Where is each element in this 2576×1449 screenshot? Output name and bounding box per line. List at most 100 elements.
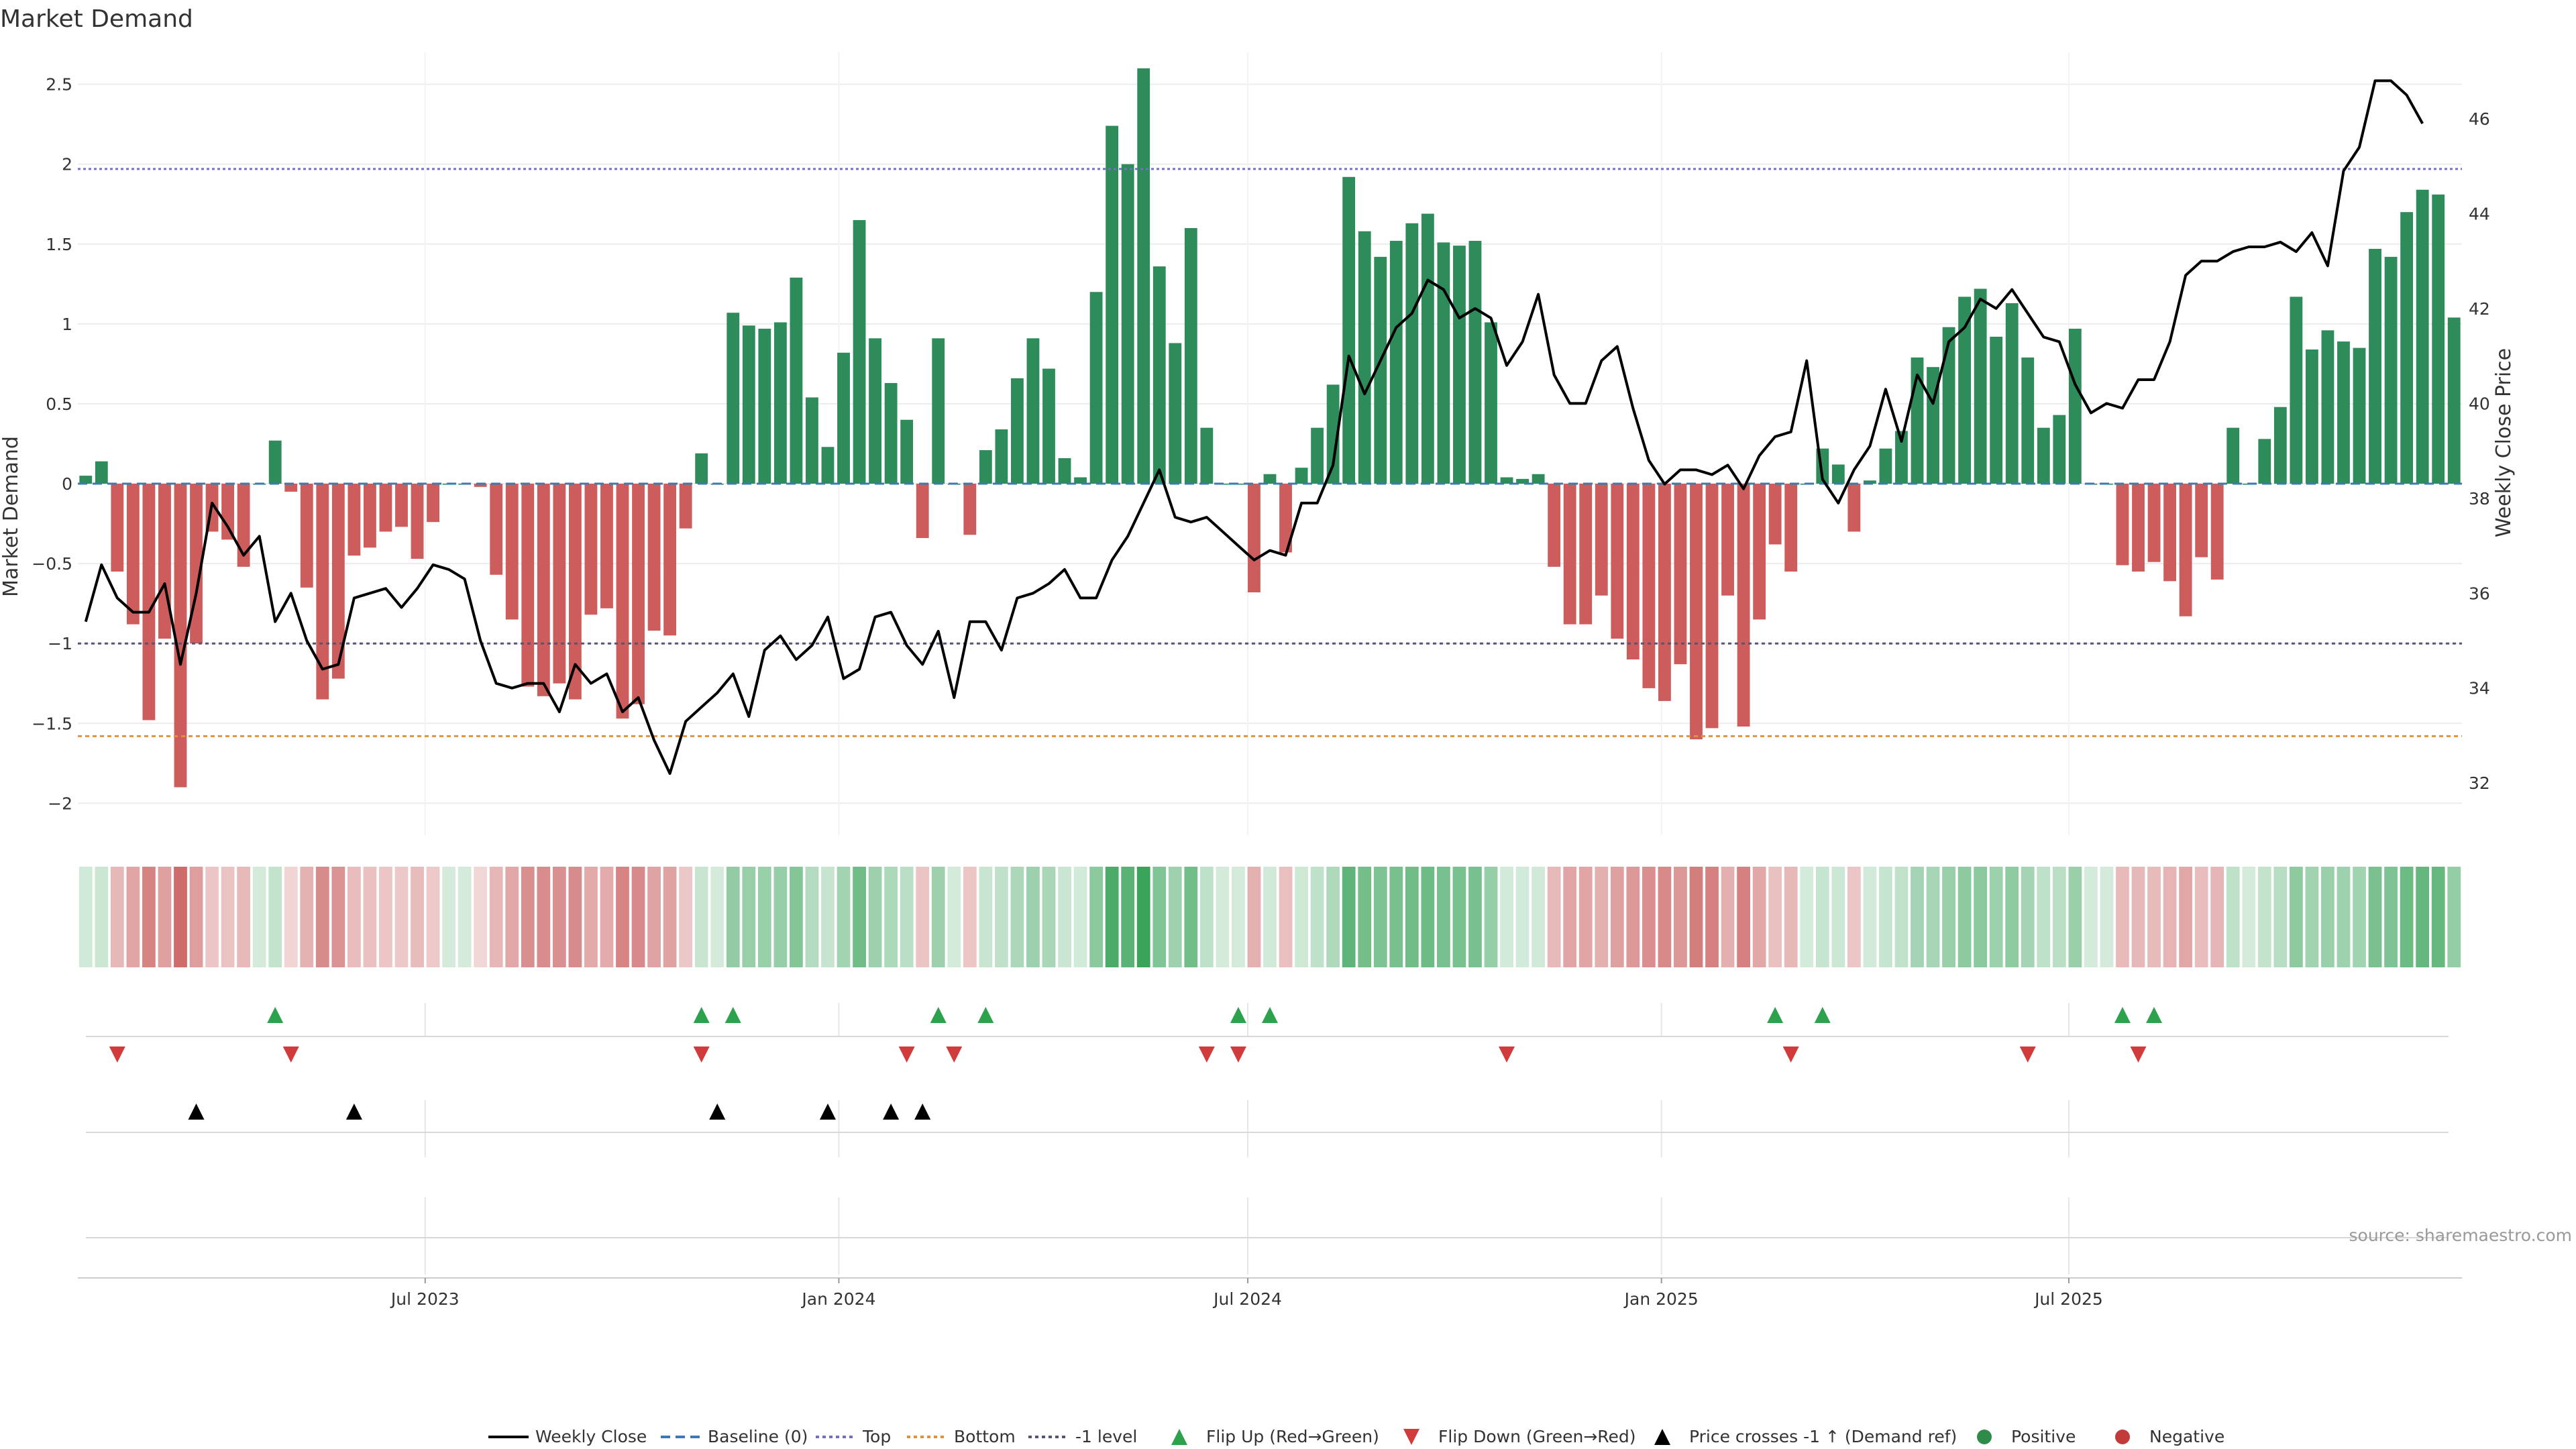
positive-demand-bar	[1121, 164, 1134, 484]
positive-demand-bar	[1990, 336, 2003, 484]
positive-demand-bar	[2416, 189, 2429, 484]
positive-demand-bar	[1958, 297, 1972, 484]
heat-cell	[2273, 867, 2288, 967]
heat-cell	[426, 867, 440, 967]
heat-cell	[790, 867, 803, 967]
negative-demand-bar	[2147, 484, 2161, 562]
heat-cell	[1957, 867, 1972, 967]
negative-demand-bar	[1658, 484, 1671, 701]
cross-markers-panel	[86, 1104, 2449, 1133]
heat-cell	[2431, 867, 2445, 967]
negative-demand-bar	[1642, 484, 1656, 688]
flip-up-marker	[1767, 1007, 1784, 1023]
negative-demand-bar	[1579, 484, 1593, 625]
positive-demand-bar	[1106, 125, 1119, 484]
negative-demand-bar	[142, 484, 156, 720]
y-tick-label: 2	[62, 155, 72, 174]
x-axis: Jul 2023 Jan 2024 Jul 2024 Jan 2025 Jul 2025	[78, 1277, 2462, 1309]
legend-label: Bottom	[954, 1427, 1016, 1446]
heat-cell	[1437, 867, 1450, 967]
heat-cell	[994, 867, 1008, 967]
heat-cell	[1405, 867, 1419, 967]
cross-up-marker	[188, 1104, 205, 1120]
negative-demand-bar	[221, 484, 235, 540]
heat-cell	[742, 867, 756, 967]
positive-demand-bar	[1485, 322, 1497, 484]
positive-demand-bar	[268, 440, 282, 484]
negative-demand-bar	[490, 484, 503, 575]
legend-item: Negative	[2115, 1427, 2224, 1446]
heat-cell	[616, 867, 629, 967]
positive-demand-bar	[884, 382, 898, 484]
negative-demand-bar	[663, 484, 677, 636]
heat-cell	[773, 867, 788, 967]
negative-demand-bar	[126, 484, 140, 625]
grid	[78, 52, 2462, 1275]
heat-cell	[394, 867, 409, 967]
negative-demand-bar	[1784, 484, 1798, 572]
heat-cell	[1326, 867, 1340, 967]
negative-demand-bar	[364, 484, 376, 548]
heat-cell	[884, 867, 898, 967]
positive-demand-bar	[2305, 349, 2318, 484]
demand-heat-strip	[78, 867, 2461, 967]
heat-cell	[1468, 867, 1482, 967]
positive-demand-bar	[790, 277, 803, 484]
positive-demand-bar	[869, 338, 882, 484]
heat-cell	[2210, 867, 2224, 967]
cross-up-marker	[709, 1104, 726, 1120]
heat-cell	[1105, 867, 1119, 967]
y-axis-label: Market Demand	[0, 436, 23, 597]
y-tick-label: 0	[62, 474, 72, 494]
heat-cell	[821, 867, 835, 967]
heat-cell	[1263, 867, 1277, 967]
heat-cell	[710, 867, 724, 967]
flip-down-marker	[898, 1046, 915, 1063]
heat-cell	[189, 867, 203, 967]
heat-cell	[1295, 867, 1308, 967]
positive-demand-bar	[1058, 458, 1071, 484]
heat-cell	[1452, 867, 1466, 967]
flip-up-marker	[1814, 1007, 1831, 1023]
heat-cell	[2257, 867, 2271, 967]
flip-up-marker	[2114, 1007, 2131, 1023]
legend-item: Weekly Close	[488, 1427, 647, 1446]
positive-demand-bar	[2369, 248, 2381, 484]
negative-demand-bar	[284, 484, 298, 492]
positive-demand-bar	[1342, 176, 1356, 484]
positive-demand-bar	[932, 338, 945, 484]
positive-demand-bar	[95, 461, 108, 484]
negative-demand-bar	[1626, 484, 1640, 660]
heat-cell	[537, 867, 551, 967]
heat-cell	[2242, 867, 2256, 967]
heat-cell	[2368, 867, 2382, 967]
positive-demand-bar	[2273, 407, 2287, 484]
heat-cell	[1578, 867, 1593, 967]
heat-cell	[458, 867, 472, 967]
negative-demand-bar	[300, 484, 313, 588]
heat-cell	[1800, 867, 1814, 967]
negative-demand-bar	[474, 484, 487, 487]
heat-cell	[694, 867, 708, 967]
heat-cell	[2416, 867, 2430, 967]
cross-up-marker	[914, 1104, 931, 1120]
negative-demand-bar	[2210, 484, 2224, 580]
negative-demand-bar	[411, 484, 424, 559]
flip-up-marker	[724, 1007, 741, 1023]
positive-demand-bar	[2226, 427, 2240, 484]
negative-demand-bar	[2116, 484, 2129, 566]
y-tick-label: −1	[48, 634, 72, 653]
heat-cell	[1026, 867, 1040, 967]
heat-cell	[1232, 867, 1245, 967]
positive-demand-bar	[837, 352, 850, 484]
y2-tick-label: 44	[2469, 204, 2490, 223]
negative-demand-bar	[679, 484, 692, 529]
cross-up-marker	[345, 1104, 362, 1120]
heat-cell	[916, 867, 930, 967]
heat-cell	[2337, 867, 2351, 967]
positive-demand-bar	[1453, 246, 1466, 484]
negative-demand-bar	[1753, 484, 1766, 620]
positive-demand-bar	[1026, 338, 1040, 484]
heat-cell	[1595, 867, 1609, 967]
y2-axis-label: Weekly Close Price	[2492, 348, 2516, 537]
